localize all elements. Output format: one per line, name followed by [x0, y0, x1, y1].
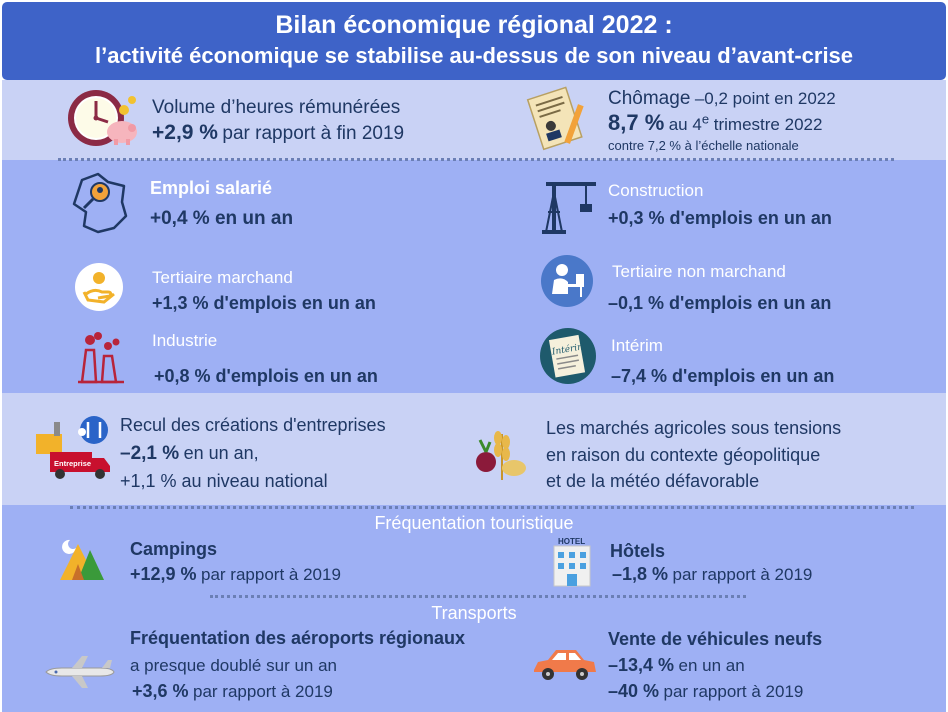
aeroports-line: a presque doublé sur un an	[130, 656, 337, 675]
aeroports-label: Fréquentation des aéroports régionaux	[130, 628, 466, 648]
airplane-icon	[42, 652, 116, 697]
band-entreprises-agricole	[2, 393, 946, 505]
band-heures-chomage	[2, 80, 946, 160]
emploi-value: +0,4 % en un an	[150, 208, 294, 229]
factory-icon	[76, 330, 126, 389]
heures-value: +2,9 %	[152, 121, 218, 144]
car-icon	[530, 644, 600, 689]
transports-section-title: Transports	[431, 603, 517, 623]
construction-value: +0,3 % d'emplois en un an	[608, 208, 832, 228]
chomage-national: contre 7,2 % à l’échelle nationale	[608, 138, 799, 153]
campings-label: Campings	[130, 539, 218, 559]
emploi-label: Emploi salarié	[150, 178, 273, 198]
tertiaire-marchand-value: +1,3 % d'emplois en un an	[152, 293, 376, 313]
hand-person-icon	[74, 262, 124, 317]
vehicules-value1: –13,4 %	[608, 655, 675, 675]
chomage-value: 8,7 %	[608, 110, 665, 135]
wheat-vegetables-icon	[466, 420, 532, 491]
vehicules-value2: –40 %	[608, 681, 660, 701]
dotted-separator	[210, 595, 746, 598]
creations-value: –2,1 %	[120, 443, 180, 464]
aeroports-suffix: par rapport à 2019	[193, 682, 333, 701]
hotel-building-icon: HOTEL	[546, 536, 598, 593]
france-map-search-icon	[64, 168, 136, 245]
heures-label: Volume d’heures rémunérées	[152, 97, 401, 118]
industrie-value: +0,8 % d'emplois en un an	[154, 366, 378, 386]
agricole-line3: et de la météo défavorable	[546, 471, 760, 491]
campings-suffix: par rapport à 2019	[201, 565, 341, 584]
vehicules-label: Vente de véhicules neufs	[608, 629, 823, 649]
heures-value-line: +2,9 % par rapport à fin 2019	[152, 121, 404, 145]
agricole-line2: en raison du contexte géopolitique	[546, 445, 821, 465]
interim-value: –7,4 % d'emplois en un an	[611, 366, 835, 386]
company-truck-icon: Entreprise	[32, 412, 116, 489]
band-emploi	[2, 160, 946, 393]
agricole-line1: Les marchés agricoles sous tensions	[546, 418, 842, 438]
hotels-value-line: –1,8 % par rapport à 2019	[612, 564, 812, 585]
construction-label: Construction	[608, 181, 704, 200]
heures-suffix: par rapport à fin 2019	[222, 123, 405, 144]
dotted-separator	[70, 506, 914, 509]
creations-label: Recul des créations d'entreprises	[120, 415, 386, 435]
campings-value: +12,9 %	[130, 564, 197, 584]
creations-value-line: –2,1 % en un an,	[120, 443, 259, 465]
hotels-label: Hôtels	[610, 541, 666, 561]
creations-national: +1,1 % au niveau national	[120, 471, 328, 491]
creations-suffix: en un an,	[183, 443, 259, 463]
chomage-label: Chômage	[608, 88, 691, 109]
hotels-suffix: par rapport à 2019	[672, 565, 813, 584]
document-person-icon	[523, 84, 589, 159]
hotels-value: –1,8 %	[612, 564, 669, 584]
industrie-label: Industrie	[152, 331, 218, 350]
tertiaire-non-marchand-label: Tertiaire non marchand	[612, 262, 786, 281]
construction-crane-icon	[536, 178, 598, 239]
tourisme-section-title: Fréquentation touristique	[374, 513, 574, 533]
chomage-label-line: Chômage –0,2 point en 2022	[608, 88, 836, 110]
chomage-change: –0,2 point en 2022	[694, 89, 836, 108]
tertiaire-non-marchand-value: –0,1 % d'emplois en un an	[608, 293, 832, 313]
entreprise-icon-text: Entreprise	[54, 459, 91, 468]
chomage-suffix: au 4e trimestre 2022	[668, 111, 823, 134]
interim-label: Intérim	[611, 336, 663, 355]
chomage-value-line: 8,7 % au 4e trimestre 2022	[608, 110, 822, 136]
hotel-sign-text: HOTEL	[558, 537, 585, 546]
aeroports-value: +3,6 %	[132, 681, 189, 701]
camping-tent-icon	[56, 534, 106, 587]
page-subtitle: l’activité économique se stabilise au-de…	[94, 43, 854, 68]
vehicules-suffix1: en un an	[678, 656, 745, 675]
header-banner: Bilan économique régional 2022 : l’activ…	[2, 2, 946, 80]
band-tourisme-transports	[2, 505, 946, 712]
vehicules-value1-line: –13,4 % en un an	[608, 655, 745, 676]
campings-value-line: +12,9 % par rapport à 2019	[130, 564, 341, 585]
vehicules-suffix2: par rapport à 2019	[663, 682, 804, 701]
page-title: Bilan économique régional 2022 :	[275, 11, 673, 39]
tertiaire-marchand-label: Tertiaire marchand	[152, 268, 293, 287]
clock-piggy-bank-icon	[66, 86, 144, 157]
aeroports-value-line: +3,6 % par rapport à 2019	[132, 681, 333, 702]
interim-document-icon: Intérim	[538, 327, 598, 390]
dotted-separator	[58, 158, 894, 161]
desk-person-icon	[540, 254, 594, 313]
vehicules-value2-line: –40 % par rapport à 2019	[608, 681, 803, 702]
